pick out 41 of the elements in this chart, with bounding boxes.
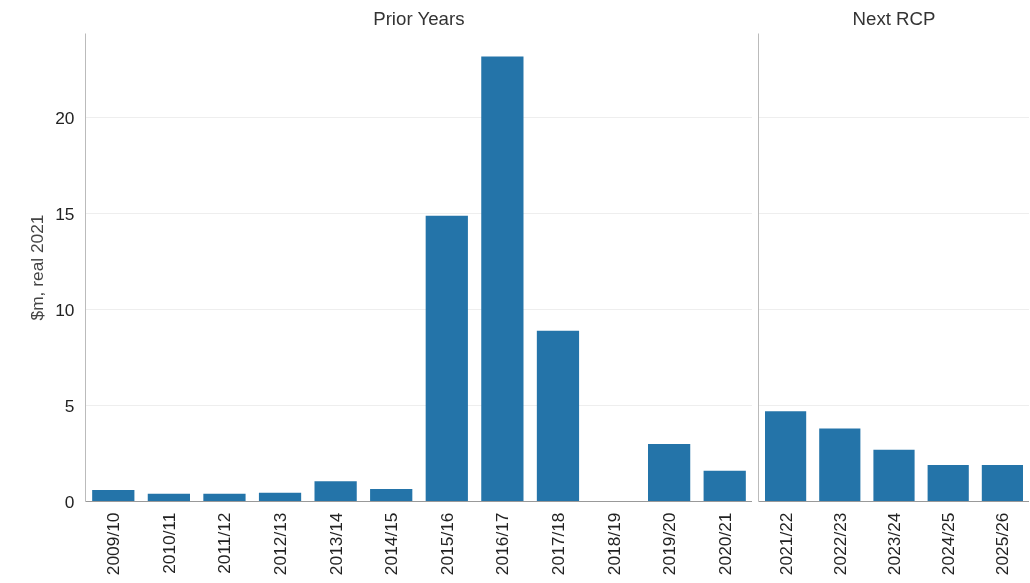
x-tick-label: 2015/16	[436, 512, 457, 576]
bar	[819, 428, 861, 502]
bar	[314, 481, 357, 502]
x-tick-label: 2025/26	[992, 512, 1013, 576]
bar	[481, 56, 524, 502]
chart-title: Prior Years	[373, 7, 465, 29]
bar	[981, 465, 1023, 502]
x-tick-label: 2021/22	[775, 512, 796, 576]
x-tick-label: 2023/24	[884, 512, 904, 576]
bar	[203, 493, 246, 502]
x-tick-label: 2013/14	[325, 512, 346, 576]
y-tick-label: 20	[55, 107, 75, 128]
x-tick-label: 2011/12	[214, 512, 235, 574]
y-axis-title: $m, real 2021	[27, 214, 48, 321]
x-tick-label: 2014/15	[381, 512, 402, 576]
y-tick-label: 5	[64, 395, 75, 416]
bar	[703, 470, 746, 502]
y-tick-label: 10	[55, 299, 75, 320]
bar	[147, 493, 190, 502]
bar	[425, 215, 468, 502]
y-tick-label: 15	[55, 203, 75, 224]
bar	[873, 449, 915, 502]
bar	[648, 443, 691, 502]
x-tick-label: 2018/19	[603, 512, 624, 576]
bar	[258, 492, 302, 502]
x-tick-label: 2010/11	[158, 512, 179, 574]
x-tick-label: 2016/17	[492, 512, 513, 576]
bar	[927, 465, 969, 502]
x-tick-label: 2020/21	[714, 512, 735, 576]
x-tick-label: 2024/25	[938, 512, 959, 576]
bar	[536, 330, 580, 502]
x-tick-label: 2019/20	[659, 512, 680, 576]
bar	[370, 489, 413, 502]
x-tick-label: 2012/13	[270, 512, 291, 576]
x-tick-label: 2009/10	[103, 512, 124, 576]
x-tick-label: 2022/23	[829, 512, 850, 576]
y-tick-label: 0	[64, 491, 75, 512]
x-tick-label: 2017/18	[547, 512, 568, 576]
chart-title: Next RCP	[852, 7, 936, 29]
bar	[92, 489, 135, 502]
bar	[765, 411, 807, 502]
